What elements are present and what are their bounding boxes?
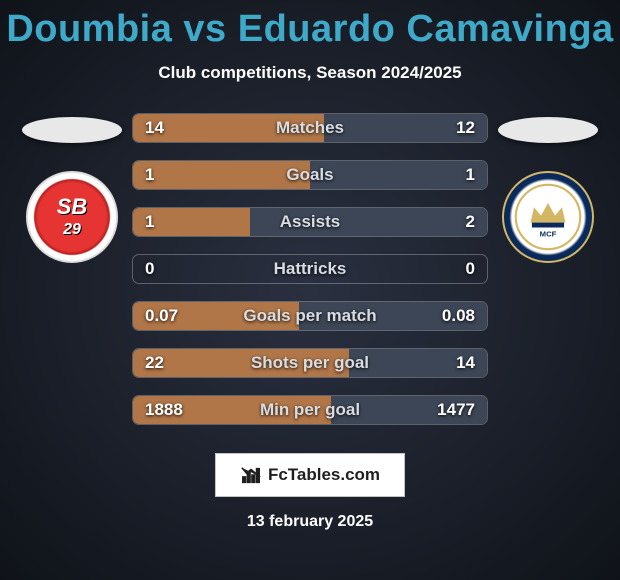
stat-row: 1 Assists 2 [132,207,488,237]
chart-icon [240,464,262,486]
stat-row: 1 Goals 1 [132,160,488,190]
stat-left-value: 22 [145,353,164,373]
watermark-badge[interactable]: FcTables.com [215,453,405,497]
stat-row: 0 Hattricks 0 [132,254,488,284]
bar-right [310,161,487,189]
left-club-crest: SB29 [26,171,118,263]
left-shadow-ellipse [22,117,122,143]
stat-row: 14 Matches 12 [132,113,488,143]
stat-row: 1888 Min per goal 1477 [132,395,488,425]
stat-label: Min per goal [260,400,360,420]
stat-left-value: 0.07 [145,306,178,326]
right-shadow-ellipse [498,117,598,143]
stat-label: Hattricks [274,259,347,279]
stat-row: 0.07 Goals per match 0.08 [132,301,488,331]
stat-label: Shots per goal [251,353,369,373]
stat-label: Goals [286,165,333,185]
stat-right-value: 0 [466,259,475,279]
stat-left-value: 0 [145,259,154,279]
left-crest-column: SB29 [12,113,132,263]
date-label: 13 february 2025 [247,513,373,531]
bar-left [133,161,310,189]
stat-right-value: 2 [466,212,475,232]
stat-label: Assists [280,212,340,232]
page-title: Doumbia vs Eduardo Camavinga [6,8,613,51]
stat-right-value: 14 [456,353,475,373]
right-club-crest: MCF [502,171,594,263]
stat-left-value: 1888 [145,400,183,420]
svg-text:MCF: MCF [540,230,557,239]
comparison-card: Doumbia vs Eduardo Camavinga Club compet… [0,0,620,580]
stat-right-value: 1 [466,165,475,185]
subtitle: Club competitions, Season 2024/2025 [158,63,461,83]
watermark-text: FcTables.com [268,465,380,485]
body-row: SB29 14 Matches 12 1 Goals 1 1 Assists 2 0 Hattric… [0,113,620,425]
stat-right-value: 12 [456,118,475,138]
stats-table: 14 Matches 12 1 Goals 1 1 Assists 2 0 Hattricks 0 0.… [132,113,488,425]
stat-row: 22 Shots per goal 14 [132,348,488,378]
stat-left-value: 1 [145,212,154,232]
stat-label: Goals per match [243,306,376,326]
stat-right-value: 0.08 [442,306,475,326]
stat-left-value: 1 [145,165,154,185]
stat-right-value: 1477 [437,400,475,420]
left-crest-text: SB29 [57,197,88,237]
crown-icon: MCF [513,182,583,252]
right-crest-column: MCF [488,113,608,263]
stat-left-value: 14 [145,118,164,138]
stat-label: Matches [276,118,344,138]
